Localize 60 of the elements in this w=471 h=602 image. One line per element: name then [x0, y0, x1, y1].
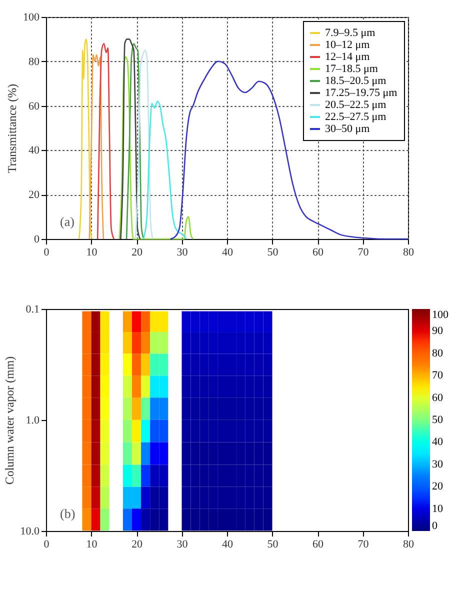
color-bar-label: 50: [432, 414, 444, 426]
line-series: [126, 42, 144, 240]
line-series: [96, 42, 115, 240]
y-axis-title: Column water vapor (mm): [2, 356, 16, 485]
x-tick-label: 30: [176, 538, 188, 550]
color-bar-label: 60: [432, 392, 444, 404]
legend-label: 18.5–20.5 μm: [325, 75, 387, 87]
legend-label: 20.5–22.5 μm: [325, 99, 387, 111]
line-series: [170, 60, 409, 240]
x-tick-label: 80: [403, 538, 414, 550]
y-tick-label: 80: [28, 56, 40, 68]
legend-label: 10–12 μm: [325, 39, 370, 51]
legend-label: 12–14 μm: [325, 51, 370, 63]
color-bar-label: 10: [432, 502, 444, 515]
y-tick-label: 60: [28, 100, 40, 112]
color-bar-label: 30: [432, 458, 444, 470]
color-bar-label: 70: [432, 370, 444, 382]
y-tick-label: 40: [28, 144, 40, 157]
x-tick-label: 40: [222, 538, 234, 550]
x-tick-label: 20: [132, 246, 143, 258]
y-tick-label: 0.1: [26, 304, 40, 316]
x-tick-label: 70: [358, 246, 370, 258]
legend-label: 17–18.5 μm: [325, 63, 378, 75]
x-tick-label: 0: [44, 246, 50, 258]
y-tick-label: 10.0: [20, 526, 40, 538]
line-series: [120, 38, 141, 240]
legend-label: 30–50 μm: [325, 123, 370, 135]
color-bar-label: 20: [432, 480, 444, 493]
y-tick-label: 20: [28, 189, 40, 202]
color-bar-label: 80: [432, 347, 444, 360]
x-tick-label: 20: [132, 538, 143, 550]
line-series: [118, 56, 194, 240]
annotation: (b): [60, 506, 76, 521]
color-bar-label: 100: [432, 309, 449, 321]
color-bar-label: 40: [432, 436, 444, 448]
y-tick-label: 0: [34, 234, 40, 246]
line-series: [142, 100, 187, 240]
annotation: (a): [60, 214, 74, 229]
y-axis-title: Transmittance (%): [5, 84, 19, 174]
legend-label: 17.25–19.75 μm: [325, 87, 398, 99]
x-tick-label: 40: [222, 246, 234, 258]
y-tick-label: 100: [23, 12, 40, 24]
line-series: [78, 38, 93, 240]
x-tick-label: 10: [86, 538, 98, 550]
y-tick-label: 1.0: [26, 414, 40, 426]
x-tick-label: 30: [176, 246, 188, 258]
x-tick-label: 70: [358, 538, 370, 550]
color-bar-label: 90: [432, 325, 444, 338]
x-tick-label: 50: [267, 538, 279, 550]
x-tick-label: 60: [312, 246, 324, 258]
legend-label: 7.9–9.5 μm: [325, 27, 376, 39]
legend-label: 22.5–27.5 μm: [325, 111, 387, 123]
x-tick-label: 80: [403, 246, 414, 258]
line-series: [134, 50, 154, 240]
color-bar-label: 0: [432, 520, 438, 532]
x-tick-label: 0: [44, 538, 50, 550]
x-tick-label: 60: [312, 538, 324, 550]
line-series: [88, 54, 104, 240]
x-tick-label: 50: [267, 246, 279, 258]
x-tick-label: 10: [86, 246, 98, 258]
